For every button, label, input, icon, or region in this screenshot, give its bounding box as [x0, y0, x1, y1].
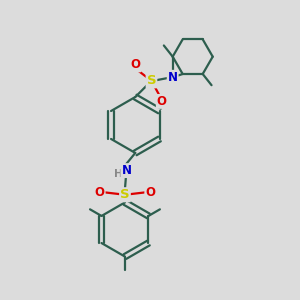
Text: H: H	[114, 169, 123, 178]
Text: N: N	[122, 164, 131, 177]
Text: O: O	[130, 58, 140, 71]
Text: O: O	[145, 186, 155, 199]
Text: S: S	[147, 74, 156, 87]
Text: S: S	[120, 188, 130, 201]
Text: O: O	[157, 95, 167, 108]
Text: O: O	[95, 186, 105, 199]
Text: N: N	[168, 71, 178, 84]
